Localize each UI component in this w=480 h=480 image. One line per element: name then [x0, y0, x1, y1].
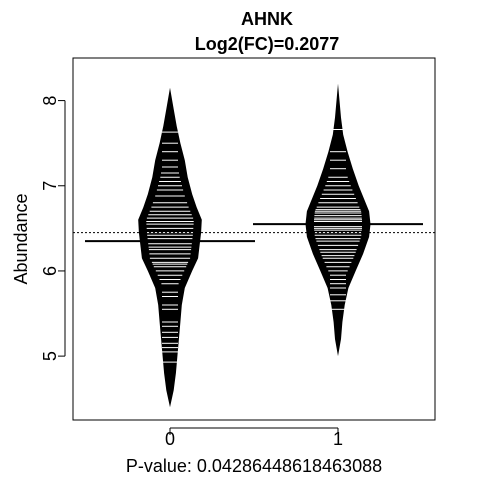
y-axis-label: Abundance [11, 193, 31, 284]
y-tick-label: 5 [40, 351, 60, 361]
chart-title: AHNK [241, 9, 293, 29]
beans-layer [85, 83, 423, 408]
bean-1 [253, 83, 423, 357]
x-tick-label: 1 [333, 429, 343, 449]
chart-subtitle: Log2(FC)=0.2077 [195, 34, 340, 54]
plot-frame [72, 57, 436, 421]
y-tick-label: 8 [40, 96, 60, 106]
y-axis: 5 6 7 8 [40, 96, 66, 361]
x-axis-label: P-value: 0.0428644861846308​8 [126, 456, 382, 476]
y-tick-label: 6 [40, 266, 60, 276]
x-tick-label: 0 [165, 429, 175, 449]
y-tick-label: 7 [40, 181, 60, 191]
bean-0 [85, 87, 255, 408]
